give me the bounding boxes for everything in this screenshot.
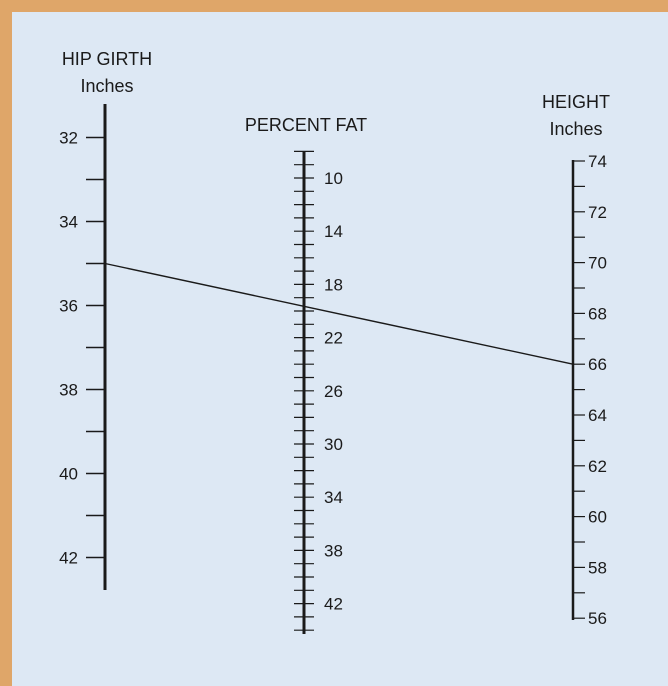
hip-girth-tick-label: 40 xyxy=(59,465,78,484)
percent-fat-tick-label: 34 xyxy=(324,488,343,507)
height-tick-label: 56 xyxy=(588,609,607,628)
hip-girth-unit: Inches xyxy=(80,76,133,96)
hip-girth-ticks: 32 34 36 38 40 42 xyxy=(59,129,105,568)
hip-girth-title: HIP GIRTH xyxy=(62,49,152,69)
example-reading-line xyxy=(104,262,574,365)
percent-fat-tick-label: 18 xyxy=(324,275,343,294)
height-tick-label: 74 xyxy=(588,152,607,171)
height-tick-label: 58 xyxy=(588,558,607,577)
hip-girth-tick-label: 36 xyxy=(59,297,78,316)
percent-fat-tick-label: 30 xyxy=(324,435,343,454)
height-tick-label: 62 xyxy=(588,457,607,476)
hip-girth-tick-label: 38 xyxy=(59,381,78,400)
percent-fat-tick-label: 42 xyxy=(324,595,343,614)
hip-girth-tick-label: 32 xyxy=(59,129,78,148)
hip-girth-tick-label: 42 xyxy=(59,549,78,568)
percent-fat-tick-label: 38 xyxy=(324,541,343,560)
height-tick-label: 68 xyxy=(588,304,607,323)
height-tick-label: 66 xyxy=(588,355,607,374)
percent-fat-tick-label: 14 xyxy=(324,222,343,241)
height-unit: Inches xyxy=(549,119,602,139)
percent-fat-tick-label: 10 xyxy=(324,169,343,188)
hip-girth-tick-label: 34 xyxy=(59,213,78,232)
nomogram-panel xyxy=(12,12,668,686)
percent-fat-title: PERCENT FAT xyxy=(245,115,367,135)
height-tick-label: 72 xyxy=(588,203,607,222)
height-tick-label: 60 xyxy=(588,508,607,527)
height-ticks: 74 72 70 68 66 64 62 60 58 56 xyxy=(573,152,607,628)
height-tick-label: 70 xyxy=(588,254,607,273)
height-tick-label: 64 xyxy=(588,406,607,425)
percent-fat-tick-label: 22 xyxy=(324,329,343,348)
percent-fat-ticks: 10 14 18 22 26 30 34 38 42 xyxy=(294,150,343,631)
height-title: HEIGHT xyxy=(542,92,610,112)
percent-fat-tick-label: 26 xyxy=(324,382,343,401)
